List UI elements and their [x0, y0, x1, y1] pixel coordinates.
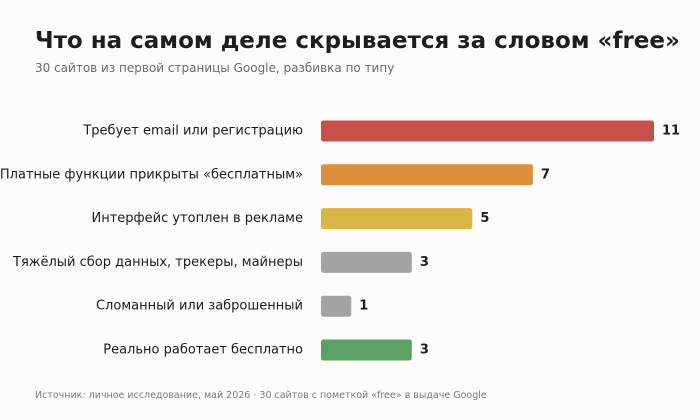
bar [321, 339, 412, 361]
bar [321, 208, 473, 230]
category-label: Требует email или регистрацию [82, 124, 303, 139]
bar [321, 295, 352, 317]
bar-value-label: 11 [662, 124, 680, 139]
bar-value-label: 5 [480, 211, 489, 226]
bar-value-label: 1 [359, 299, 368, 314]
category-label: Реально работает бесплатно [103, 343, 303, 358]
chart-title: Что на самом деле скрывается за словом «… [35, 28, 680, 54]
bar [321, 164, 533, 186]
chart-subtitle: 30 сайтов из первой страницы Google, раз… [35, 61, 395, 75]
bar [321, 120, 654, 142]
bar [321, 251, 412, 273]
category-label: Сломанный или заброшенный [96, 299, 303, 314]
category-label: Тяжёлый сбор данных, трекеры, майнеры [12, 255, 303, 270]
bar-value-label: 7 [541, 167, 550, 182]
bar-value-label: 3 [420, 343, 429, 358]
source-note: Источник: личное исследование, май 2026 … [35, 390, 487, 401]
category-label: Интерфейс утоплен в рекламе [91, 211, 303, 226]
category-label: Платные функции прикрыты «бесплатным» [0, 167, 303, 182]
bar-value-label: 3 [420, 255, 429, 270]
